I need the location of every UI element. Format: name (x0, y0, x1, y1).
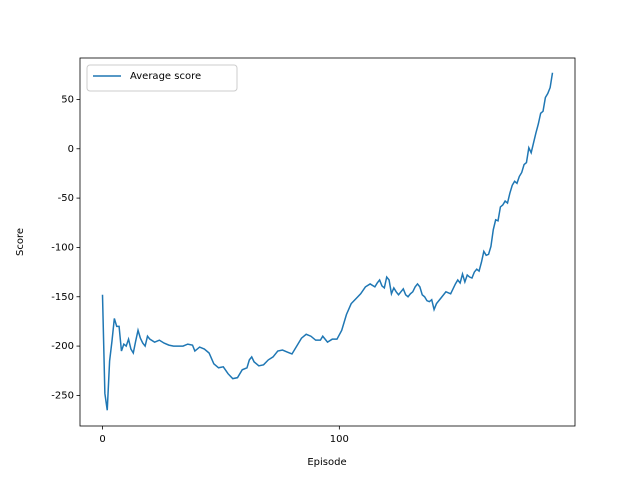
y-tick-label: -100 (51, 242, 74, 253)
y-axis-label: Score (15, 228, 26, 256)
y-tick-label: -200 (51, 341, 74, 352)
axes-frame (79, 57, 576, 427)
x-tick-label: 100 (330, 434, 349, 445)
y-tick-label: -50 (58, 193, 74, 204)
data-line (101, 72, 554, 411)
legend-label: Average score (130, 71, 201, 82)
x-axis-label: Episode (307, 457, 346, 468)
y-tick-label: -250 (51, 390, 74, 401)
y-tick-label: -150 (51, 292, 74, 303)
y-tick-label: 0 (68, 144, 74, 155)
y-tick-label: 50 (61, 94, 74, 105)
legend-box (86, 64, 238, 92)
x-tick-label: 0 (99, 434, 105, 445)
